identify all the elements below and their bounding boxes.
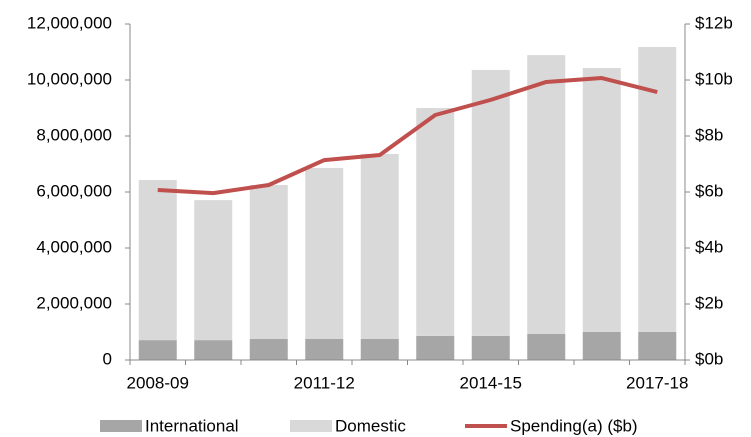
- legend-swatch: [290, 420, 332, 432]
- bar: [582, 332, 621, 360]
- legend-label: International: [145, 416, 239, 435]
- y2-tick-label: $6b: [695, 181, 723, 200]
- y-tick-label: 6,000,000: [36, 181, 112, 200]
- bar: [527, 333, 566, 360]
- bar: [638, 46, 677, 333]
- y2-tick-label: $10b: [695, 69, 733, 88]
- y2-tick-label: $4b: [695, 237, 723, 256]
- bar: [527, 55, 566, 334]
- bar: [249, 185, 288, 339]
- y2-tick-label: $12b: [695, 13, 733, 32]
- bar: [249, 339, 288, 360]
- legend-label: Spending(a) ($b): [510, 416, 638, 435]
- y2-tick-label: $8b: [695, 125, 723, 144]
- x-tick-label: 2014-15: [460, 373, 522, 392]
- y-tick-label: 8,000,000: [36, 125, 112, 144]
- bar: [582, 67, 621, 333]
- y-tick-label: 10,000,000: [27, 69, 112, 88]
- bar: [416, 108, 455, 336]
- y-tick-label: 2,000,000: [36, 293, 112, 312]
- bar: [360, 339, 399, 360]
- bar: [194, 200, 233, 341]
- y2-tick-label: $2b: [695, 293, 723, 312]
- y2-tick-label: $0b: [695, 349, 723, 368]
- bar: [471, 69, 510, 336]
- bar: [360, 153, 399, 339]
- bar: [638, 332, 677, 360]
- legend-swatch: [100, 420, 142, 432]
- legend-label: Domestic: [335, 416, 406, 435]
- y-tick-label: 4,000,000: [36, 237, 112, 256]
- bar: [305, 167, 344, 339]
- x-tick-label: 2017-18: [626, 373, 688, 392]
- y-tick-label: 12,000,000: [27, 13, 112, 32]
- line: [157, 76, 658, 196]
- bar: [194, 340, 233, 360]
- x-tick-label: 2008-09: [127, 373, 189, 392]
- bar: [138, 340, 177, 360]
- bar: [305, 339, 344, 360]
- bar: [138, 179, 177, 341]
- x-tick-label: 2011-12: [294, 373, 355, 392]
- bar: [416, 335, 455, 360]
- y-tick-label: 0: [103, 349, 112, 368]
- bar: [471, 335, 510, 360]
